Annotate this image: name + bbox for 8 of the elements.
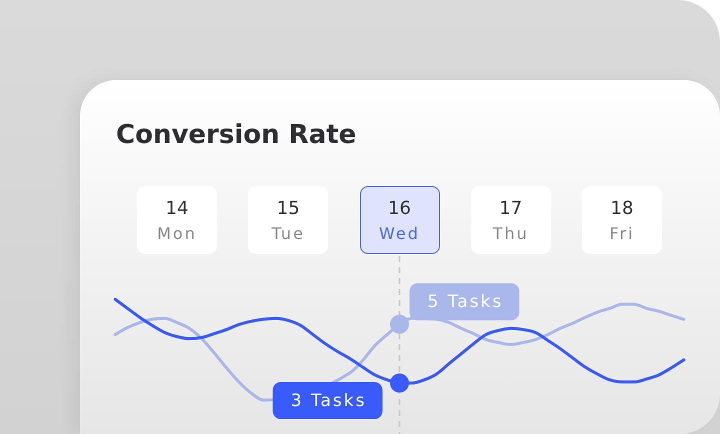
data-label: 5 Tasks bbox=[427, 292, 504, 312]
x-tick-label: 16 Wed bbox=[378, 198, 421, 244]
data-label: 3 Tasks bbox=[290, 390, 367, 411]
x-tick-label: 18 Fri bbox=[608, 198, 636, 244]
chart-title: Conversion Rate bbox=[116, 119, 356, 152]
x-tick-label: 17 Thu bbox=[492, 198, 530, 244]
x-tick-label: 15 Tue bbox=[270, 198, 306, 244]
x-tick-label: 14 Mon bbox=[156, 198, 198, 244]
